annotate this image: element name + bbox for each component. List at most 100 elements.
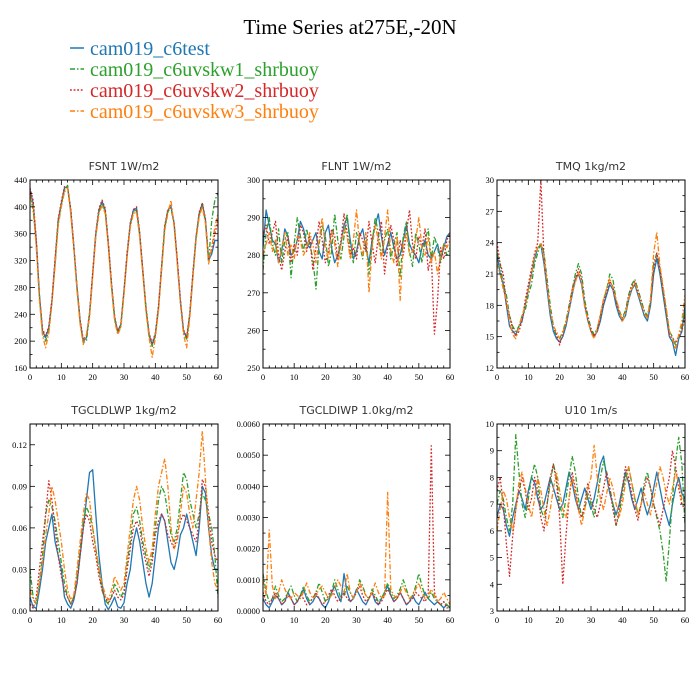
x-tick-label: 40 bbox=[151, 372, 160, 382]
chart-panel: FLNT 1W/m2 0 10 20 30 40 50 60 250 260 270 280 290 30… bbox=[247, 160, 454, 382]
x-tick-label: 60 bbox=[681, 615, 690, 625]
y-tick-label: 10 bbox=[486, 419, 495, 429]
panel-title: TMQ 1kg/m2 bbox=[555, 160, 626, 173]
y-tick-label: 200 bbox=[14, 336, 27, 346]
y-tick-label: 0.0000 bbox=[237, 606, 260, 616]
y-tick-label: 400 bbox=[14, 202, 27, 212]
x-tick-label: 20 bbox=[555, 372, 564, 382]
series-group bbox=[263, 445, 450, 609]
x-tick-label: 40 bbox=[151, 615, 160, 625]
series-line bbox=[30, 478, 218, 609]
series-line bbox=[30, 430, 218, 604]
y-tick-label: 21 bbox=[486, 269, 495, 279]
chart-panel: TGCLDLWP 1kg/m2 0 10 20 30 40 50 60 0.00 0.03 0.06… bbox=[12, 404, 222, 625]
y-tick-label: 6 bbox=[490, 526, 494, 536]
legend: cam019_c6testcam019_c6uvskw1_shrbuoycam0… bbox=[70, 38, 319, 123]
y-tick-label: 18 bbox=[486, 300, 495, 310]
x-tick-label: 0 bbox=[495, 615, 499, 625]
legend-label: cam019_c6test bbox=[90, 38, 210, 60]
panel-title: TGCLDIWP 1.0kg/m2 bbox=[298, 404, 413, 417]
series-group bbox=[30, 430, 218, 611]
panel-title: U10 1m/s bbox=[565, 404, 618, 417]
y-tick-label: 9 bbox=[490, 446, 494, 456]
x-tick-label: 40 bbox=[618, 615, 627, 625]
y-tick-label: 12 bbox=[486, 363, 495, 373]
x-tick-label: 10 bbox=[57, 615, 66, 625]
x-tick-label: 20 bbox=[88, 615, 97, 625]
series-line bbox=[497, 444, 685, 532]
y-tick-label: 0.03 bbox=[12, 564, 27, 574]
x-tick-label: 50 bbox=[415, 615, 424, 625]
panel-title: TGCLDLWP 1kg/m2 bbox=[70, 404, 176, 417]
series-line bbox=[497, 231, 685, 350]
y-tick-label: 300 bbox=[247, 175, 260, 185]
y-tick-label: 4 bbox=[490, 579, 495, 589]
y-tick-label: 240 bbox=[14, 309, 27, 319]
chart-panel: U10 1m/s 0 10 20 30 40 50 60 3 4 5 6 7 8 9 10 bbox=[486, 404, 690, 625]
series-line bbox=[263, 209, 450, 301]
y-tick-label: 260 bbox=[247, 325, 260, 335]
y-tick-label: 8 bbox=[490, 472, 494, 482]
x-tick-label: 50 bbox=[182, 615, 191, 625]
series-line bbox=[263, 209, 450, 264]
x-tick-label: 60 bbox=[214, 615, 223, 625]
x-tick-label: 50 bbox=[182, 372, 191, 382]
y-tick-label: 0.0010 bbox=[237, 575, 260, 585]
series-line bbox=[497, 455, 685, 537]
x-tick-label: 60 bbox=[214, 372, 223, 382]
panel-title: FSNT 1W/m2 bbox=[89, 160, 160, 173]
y-tick-label: 15 bbox=[486, 332, 495, 342]
legend-label: cam019_c6uvskw3_shrbuoy bbox=[90, 101, 319, 123]
y-tick-label: 280 bbox=[247, 250, 260, 260]
y-tick-label: 0.0020 bbox=[237, 544, 260, 554]
x-tick-label: 40 bbox=[383, 615, 392, 625]
series-group bbox=[497, 180, 685, 357]
x-tick-label: 50 bbox=[415, 372, 424, 382]
y-tick-label: 0.0050 bbox=[237, 450, 260, 460]
legend-entry: cam019_c6uvskw3_shrbuoy bbox=[70, 101, 319, 123]
y-tick-label: 270 bbox=[247, 288, 260, 298]
y-tick-label: 320 bbox=[14, 256, 27, 266]
x-tick-label: 10 bbox=[290, 372, 299, 382]
x-tick-label: 10 bbox=[57, 372, 66, 382]
legend-label: cam019_c6uvskw2_shrbuoy bbox=[90, 80, 319, 102]
x-tick-label: 10 bbox=[290, 615, 299, 625]
legend-entry: cam019_c6uvskw1_shrbuoy bbox=[70, 59, 319, 81]
x-tick-label: 30 bbox=[352, 372, 361, 382]
x-tick-label: 30 bbox=[120, 615, 129, 625]
series-line bbox=[263, 572, 450, 609]
x-tick-label: 30 bbox=[120, 372, 129, 382]
figure-title: Time Series at275E,-20N bbox=[243, 15, 456, 39]
y-tick-label: 27 bbox=[486, 206, 495, 216]
x-tick-label: 30 bbox=[352, 615, 361, 625]
series-line bbox=[263, 491, 450, 606]
x-tick-label: 0 bbox=[261, 372, 265, 382]
series-line bbox=[497, 450, 685, 585]
panel-title: FLNT 1W/m2 bbox=[321, 160, 391, 173]
series-group bbox=[30, 184, 218, 358]
y-tick-label: 3 bbox=[490, 606, 494, 616]
x-tick-label: 50 bbox=[649, 372, 658, 382]
x-tick-label: 60 bbox=[681, 372, 690, 382]
series-line bbox=[263, 209, 450, 335]
series-line bbox=[497, 180, 685, 346]
x-tick-label: 10 bbox=[524, 372, 533, 382]
legend-entry: cam019_c6test bbox=[70, 38, 210, 60]
x-tick-label: 0 bbox=[28, 615, 32, 625]
x-tick-label: 10 bbox=[524, 615, 533, 625]
series-line bbox=[263, 213, 450, 290]
y-tick-label: 0.0060 bbox=[237, 419, 260, 429]
x-tick-label: 60 bbox=[446, 615, 455, 625]
y-tick-label: 0.09 bbox=[12, 481, 27, 491]
y-tick-label: 250 bbox=[247, 363, 260, 373]
y-tick-label: 0.12 bbox=[12, 440, 27, 450]
y-tick-label: 0.00 bbox=[12, 606, 27, 616]
y-tick-label: 0.06 bbox=[12, 523, 27, 533]
x-tick-label: 50 bbox=[649, 615, 658, 625]
x-tick-label: 30 bbox=[587, 372, 596, 382]
y-tick-label: 24 bbox=[486, 238, 495, 248]
x-tick-label: 0 bbox=[495, 372, 499, 382]
chart-panel: TGCLDIWP 1.0kg/m2 0 10 20 30 40 50 60 0.0000 0.00… bbox=[237, 404, 455, 625]
